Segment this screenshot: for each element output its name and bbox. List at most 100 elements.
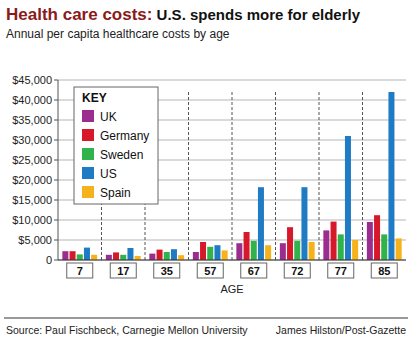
tick-mark bbox=[54, 220, 58, 221]
category-label: 57 bbox=[204, 265, 216, 277]
bar bbox=[84, 248, 90, 260]
category-label: 67 bbox=[248, 265, 260, 277]
bar bbox=[77, 254, 83, 260]
bar bbox=[374, 215, 380, 260]
bar bbox=[287, 227, 293, 260]
category-label: 77 bbox=[335, 265, 347, 277]
category-label: 72 bbox=[291, 265, 303, 277]
category-separator bbox=[319, 92, 320, 260]
legend-label: Sweden bbox=[100, 148, 143, 162]
legend-label: Spain bbox=[100, 186, 131, 200]
bar bbox=[345, 136, 351, 260]
bar bbox=[120, 255, 126, 260]
legend-label: US bbox=[100, 167, 117, 181]
bar bbox=[149, 254, 155, 260]
category-box bbox=[241, 263, 267, 278]
tick-label: $30,000 bbox=[12, 134, 52, 146]
category-box bbox=[110, 263, 136, 278]
tick-mark bbox=[54, 180, 58, 181]
tick-label: $20,000 bbox=[12, 174, 52, 186]
legend-label: UK bbox=[100, 110, 117, 124]
category-separator bbox=[232, 92, 233, 260]
category-label: 7 bbox=[77, 265, 83, 277]
source: Source: Paul Fischbeck, Carnegie Mellon … bbox=[6, 324, 248, 336]
category-box bbox=[284, 263, 310, 278]
bar bbox=[352, 240, 358, 260]
category-label: 35 bbox=[161, 265, 173, 277]
grid-line bbox=[58, 80, 406, 81]
bar bbox=[309, 242, 315, 260]
bar bbox=[244, 232, 250, 260]
legend-swatch bbox=[82, 148, 94, 160]
tick-mark bbox=[54, 140, 58, 141]
category-box bbox=[328, 263, 354, 278]
category-separator bbox=[188, 92, 189, 260]
bar bbox=[127, 248, 133, 260]
legend: KEY UK Germany Sweden US Spain bbox=[74, 87, 158, 204]
bar bbox=[214, 245, 220, 260]
tick-label: $15,000 bbox=[12, 194, 52, 206]
tick-label: $25,000 bbox=[12, 154, 52, 166]
bar bbox=[164, 252, 170, 260]
credit: James Hilston/Post-Gazette bbox=[276, 324, 406, 336]
tick-mark bbox=[54, 260, 58, 261]
footer-rule bbox=[4, 318, 408, 319]
subtitle: Annual per capita healthcare costs by ag… bbox=[6, 27, 230, 41]
bar bbox=[301, 187, 307, 260]
tick-mark bbox=[54, 200, 58, 201]
tick-label: $5,000 bbox=[18, 234, 52, 246]
tick-label: $40,000 bbox=[12, 94, 52, 106]
legend-swatch bbox=[82, 186, 94, 198]
category-separator bbox=[362, 92, 363, 260]
bar bbox=[367, 222, 373, 260]
y-axis bbox=[58, 80, 59, 260]
bar bbox=[388, 92, 394, 260]
category-box bbox=[154, 263, 180, 278]
legend-swatch bbox=[82, 129, 94, 141]
bar bbox=[171, 249, 177, 260]
tick-mark bbox=[54, 80, 58, 81]
tick-mark bbox=[54, 100, 58, 101]
bar bbox=[381, 234, 387, 260]
category-box bbox=[67, 263, 93, 278]
legend-title: KEY bbox=[82, 91, 107, 105]
bar bbox=[251, 241, 257, 260]
bar bbox=[135, 256, 141, 260]
legend-box bbox=[74, 87, 158, 204]
grid-line bbox=[58, 260, 406, 261]
bar bbox=[294, 241, 300, 260]
bar bbox=[265, 245, 271, 260]
tick-mark bbox=[54, 120, 58, 121]
bar bbox=[178, 255, 184, 260]
legend-swatch bbox=[82, 110, 94, 122]
chart: Health care costs: U.S. spends more for … bbox=[0, 0, 412, 341]
tick-label: $45,000 bbox=[12, 74, 52, 86]
bar bbox=[323, 230, 329, 260]
bar bbox=[200, 242, 206, 260]
bars bbox=[62, 92, 401, 260]
tick-label: $10,000 bbox=[12, 214, 52, 226]
bar bbox=[331, 222, 337, 260]
category-label: 17 bbox=[117, 265, 129, 277]
bar bbox=[91, 255, 97, 260]
x-label: AGE bbox=[220, 283, 243, 295]
bar bbox=[280, 243, 286, 260]
bar bbox=[113, 252, 119, 260]
category-box bbox=[371, 263, 397, 278]
bar bbox=[106, 255, 112, 260]
bar bbox=[338, 234, 344, 260]
tick-mark bbox=[54, 240, 58, 241]
title: Health care costs: U.S. spends more for … bbox=[6, 5, 361, 24]
tick-label: $35,000 bbox=[12, 114, 52, 126]
baseline bbox=[58, 260, 406, 261]
category-box bbox=[197, 263, 223, 278]
tick-mark bbox=[54, 160, 58, 161]
bar bbox=[396, 238, 402, 260]
bar bbox=[62, 251, 68, 260]
title-lead: Health care costs: bbox=[6, 5, 152, 24]
legend-swatch bbox=[82, 167, 94, 179]
bar bbox=[236, 243, 242, 260]
category-separator bbox=[275, 92, 276, 260]
legend-label: Germany bbox=[100, 129, 149, 143]
bar bbox=[157, 250, 163, 260]
